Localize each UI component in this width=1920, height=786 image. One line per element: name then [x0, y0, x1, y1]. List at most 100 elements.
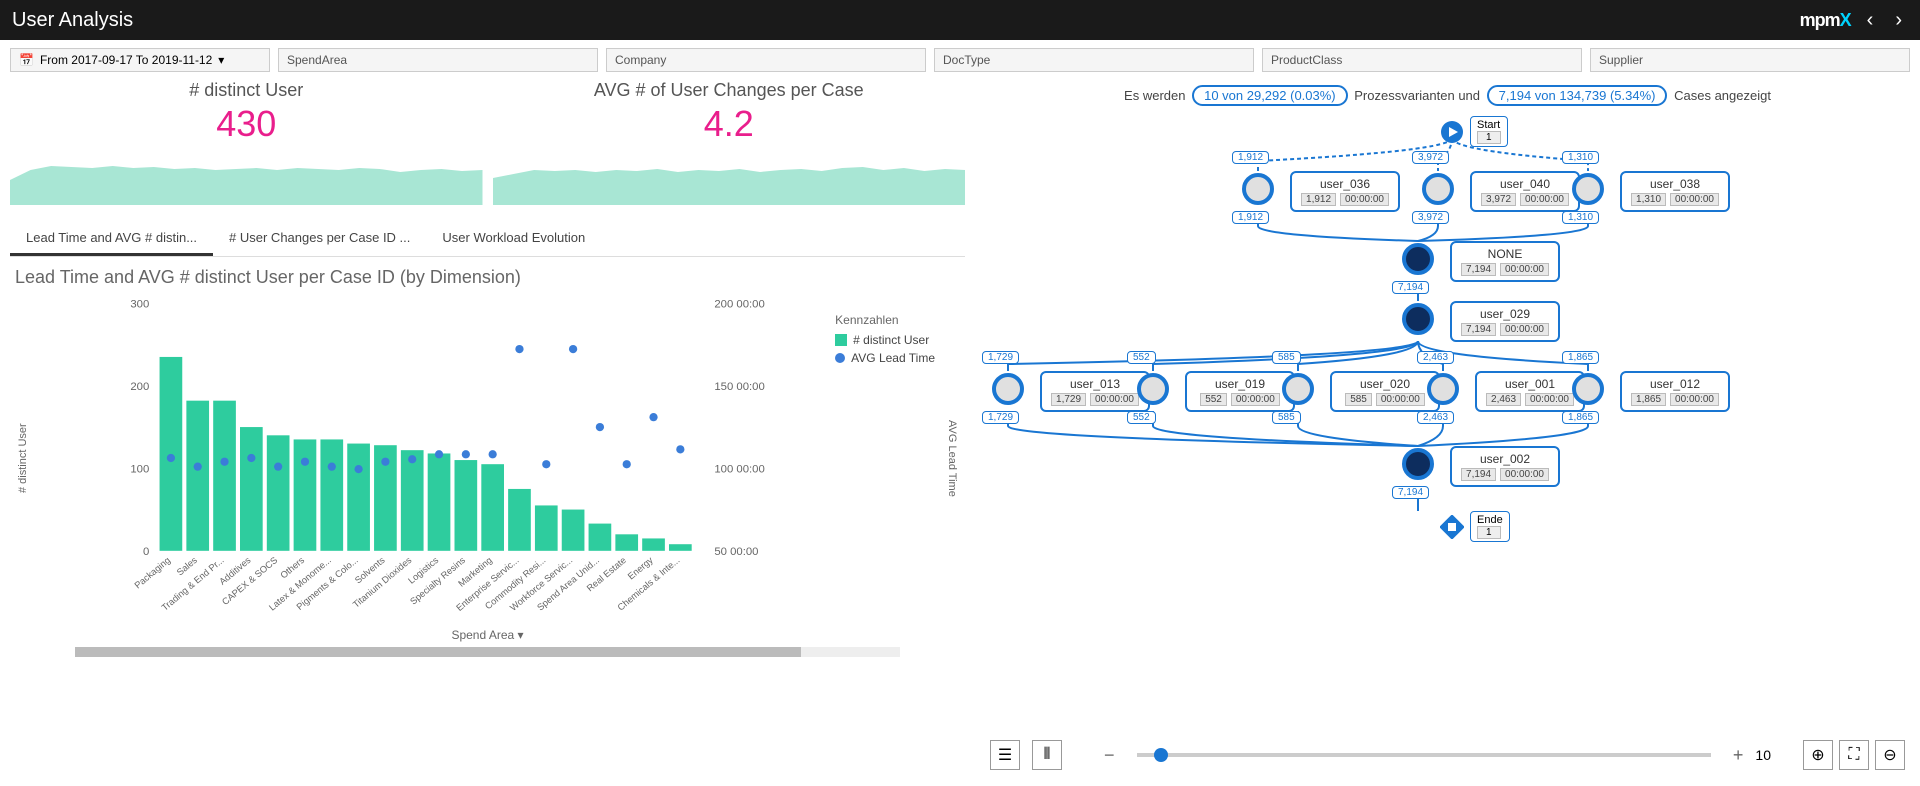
variant-slider[interactable] [1137, 753, 1711, 757]
process-node[interactable]: user_0012,46300:00:00 [1475, 371, 1585, 412]
kpi-label: AVG # of User Changes per Case [493, 80, 966, 101]
process-node[interactable]: user_01955200:00:00 [1185, 371, 1295, 412]
svg-text:200: 200 [130, 381, 149, 393]
process-node[interactable]: user_02058500:00:00 [1330, 371, 1440, 412]
edge-label: 1,310 [1562, 211, 1599, 224]
svg-text:100 00:00: 100 00:00 [714, 463, 764, 475]
nav-next-icon[interactable]: › [1889, 9, 1908, 32]
svg-text:Packaging: Packaging [133, 555, 173, 590]
cases-pill[interactable]: 7,194 von 134,739 (5.34%) [1487, 85, 1668, 106]
legend-item[interactable]: AVG Lead Time [835, 351, 935, 365]
process-graph[interactable]: Start1user_0361,91200:00:001,9121,912use… [990, 116, 1905, 596]
edge-label: 3,972 [1412, 211, 1449, 224]
chart-legend: Kennzahlen # distinct User AVG Lead Time [835, 313, 935, 369]
zoom-in-icon[interactable]: ⊕ [1803, 740, 1833, 770]
edge-label: 2,463 [1417, 411, 1454, 424]
process-node[interactable]: user_0403,97200:00:00 [1470, 171, 1580, 212]
process-node-circle[interactable] [1242, 173, 1274, 205]
zoom-out-icon[interactable]: ⊖ [1875, 740, 1905, 770]
kpi-avg-changes: AVG # of User Changes per Case 4.2 [493, 80, 966, 210]
edge-label: 3,972 [1412, 151, 1449, 164]
kpi-distinct-user: # distinct User 430 [10, 80, 483, 210]
sparkline-1 [10, 150, 483, 205]
process-node-circle[interactable] [1402, 243, 1434, 275]
edge-label: 1,865 [1562, 411, 1599, 424]
kpi-value: 430 [10, 103, 483, 145]
date-range-label: From 2017-09-17 To 2019-11-12 [40, 53, 212, 67]
kpi-label: # distinct User [10, 80, 483, 101]
edge-label: 552 [1127, 351, 1156, 364]
edge-label: 1,912 [1232, 151, 1269, 164]
process-node-circle[interactable] [1427, 373, 1459, 405]
edge-label: 2,463 [1417, 351, 1454, 364]
legend-dot [835, 353, 845, 363]
legend-item[interactable]: # distinct User [835, 333, 935, 347]
edge-label: 552 [1127, 411, 1156, 424]
process-node-circle[interactable] [1402, 303, 1434, 335]
chart-title: Lead Time and AVG # distinct User per Ca… [15, 267, 960, 288]
svg-text:100: 100 [130, 463, 149, 475]
filter-productclass[interactable]: ProductClass [1262, 48, 1582, 72]
chart-scrollbar[interactable] [75, 647, 900, 657]
edge-label: 1,865 [1562, 351, 1599, 364]
edge-label: 1,310 [1562, 151, 1599, 164]
process-node-circle[interactable] [1282, 373, 1314, 405]
process-node[interactable]: user_0121,86500:00:00 [1620, 371, 1730, 412]
process-node-circle[interactable] [992, 373, 1024, 405]
svg-text:150 00:00: 150 00:00 [714, 381, 764, 393]
process-node-circle[interactable] [1422, 173, 1454, 205]
process-node-circle[interactable] [1402, 448, 1434, 480]
tab-changes[interactable]: # User Changes per Case ID ... [213, 222, 426, 256]
bar-chart[interactable]: 3002001000200 00:00150 00:00100 00:0050 … [31, 293, 944, 623]
edge-label: 7,194 [1392, 486, 1429, 499]
edge-label: 585 [1272, 411, 1301, 424]
process-info: Es werden 10 von 29,292 (0.03%) Prozessv… [990, 85, 1905, 106]
legend-swatch [835, 334, 847, 346]
process-end: Ende1 [1440, 511, 1510, 542]
header: User Analysis mpmX ‹ › [0, 0, 1920, 40]
graph-view-icon[interactable]: ⫴ [1032, 740, 1062, 770]
fit-screen-icon[interactable]: ⛶ [1839, 740, 1869, 770]
tabs: Lead Time and AVG # distin... # User Cha… [10, 222, 965, 257]
svg-text:200 00:00: 200 00:00 [714, 298, 764, 310]
process-node[interactable]: user_0027,19400:00:00 [1450, 446, 1560, 487]
nav-prev-icon[interactable]: ‹ [1861, 9, 1880, 32]
edge-label: 585 [1272, 351, 1301, 364]
kpi-value: 4.2 [493, 103, 966, 145]
list-view-icon[interactable]: ☰ [990, 740, 1020, 770]
process-node[interactable]: user_0381,31000:00:00 [1620, 171, 1730, 212]
chevron-down-icon: ▾ [218, 53, 224, 67]
svg-text:50 00:00: 50 00:00 [714, 546, 758, 558]
filter-doctype[interactable]: DocType [934, 48, 1254, 72]
slider-minus-icon[interactable]: − [1104, 745, 1115, 766]
tab-workload[interactable]: User Workload Evolution [426, 222, 601, 256]
process-node[interactable]: user_0361,91200:00:00 [1290, 171, 1400, 212]
sparkline-2 [493, 150, 966, 205]
page-title: User Analysis [12, 9, 133, 32]
filter-supplier[interactable]: Supplier [1590, 48, 1910, 72]
process-node[interactable]: user_0131,72900:00:00 [1040, 371, 1150, 412]
legend-title: Kennzahlen [835, 313, 935, 327]
slider-value: 10 [1755, 747, 1771, 763]
x-axis-label[interactable]: Spend Area ▾ [15, 628, 960, 642]
right-panel: Es werden 10 von 29,292 (0.03%) Prozessv… [975, 80, 1920, 780]
edge-label: 1,912 [1232, 211, 1269, 224]
edge-label: 1,729 [982, 351, 1019, 364]
svg-text:0: 0 [143, 546, 149, 558]
process-node[interactable]: NONE7,19400:00:00 [1450, 241, 1560, 282]
process-node[interactable]: user_0297,19400:00:00 [1450, 301, 1560, 342]
left-panel: # distinct User 430 AVG # of User Change… [0, 80, 975, 780]
process-node-circle[interactable] [1572, 373, 1604, 405]
edge-label: 7,194 [1392, 281, 1429, 294]
filter-spendarea[interactable]: SpendArea [278, 48, 598, 72]
filter-company[interactable]: Company [606, 48, 926, 72]
logo: mpmX [1800, 10, 1851, 31]
process-node-circle[interactable] [1137, 373, 1169, 405]
slider-plus-icon[interactable]: + [1733, 745, 1744, 766]
calendar-icon: 📅 [19, 53, 34, 67]
tab-leadtime[interactable]: Lead Time and AVG # distin... [10, 222, 213, 256]
date-range-filter[interactable]: 📅 From 2017-09-17 To 2019-11-12 ▾ [10, 48, 270, 72]
edge-label: 1,729 [982, 411, 1019, 424]
variant-pill[interactable]: 10 von 29,292 (0.03%) [1192, 85, 1348, 106]
process-node-circle[interactable] [1572, 173, 1604, 205]
